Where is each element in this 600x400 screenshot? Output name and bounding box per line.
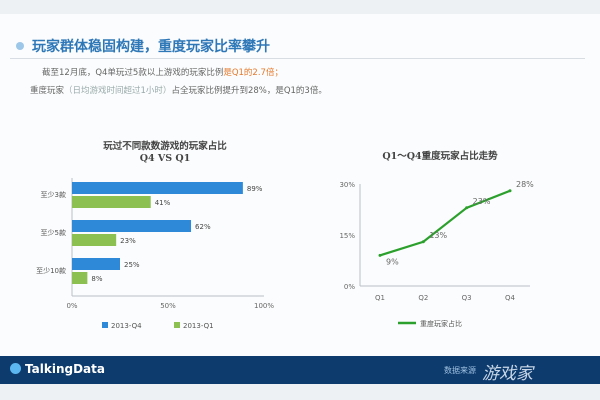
- description-line-2-text: 重度玩家: [30, 86, 65, 96]
- line-data-label: 13%: [429, 231, 447, 240]
- bar-chart-x-tick: 50%: [160, 302, 176, 310]
- description-line-1: 截至12月底，Q4单玩过5款以上游戏的玩家比例是Q1的2.7倍；: [42, 66, 283, 78]
- line-point: [378, 253, 382, 257]
- line-point: [421, 240, 425, 244]
- legend-label-重度玩家占比: 重度玩家占比: [420, 319, 462, 328]
- bar-chart-category-label: 至少10款: [36, 266, 66, 275]
- bar-data-label: 62%: [195, 223, 211, 231]
- bar-chart-x-tick: 0%: [66, 302, 77, 310]
- line-series-重度玩家占比: [379, 189, 511, 257]
- talkingdata-logo-icon: [10, 363, 21, 374]
- line-chart-x-tick: Q2: [418, 294, 428, 302]
- description-line-1-text: 截至12月底，Q4单玩过5款以上游戏的玩家比例: [42, 68, 224, 78]
- bar-data-label: 23%: [120, 237, 136, 245]
- line-data-label: 23%: [473, 197, 491, 206]
- line-chart-y-tick: 0%: [344, 283, 355, 291]
- bar-2013-Q1-至少3款: [72, 196, 151, 208]
- line-chart-y-tick: 30%: [339, 181, 355, 189]
- line-chart-x-tick: Q4: [505, 294, 516, 302]
- footer-watermark: 游戏家: [482, 364, 533, 384]
- bar-2013-Q4-至少5款: [72, 220, 192, 232]
- line-point: [508, 189, 512, 193]
- description-line-2-rest: 占全玩家比例提升到28%，是Q1的3倍。: [171, 86, 327, 96]
- footer-logo: TalkingData: [10, 362, 105, 376]
- bar-2013-Q4-至少10款: [72, 258, 120, 270]
- legend-swatch-2013-Q1: [174, 322, 180, 328]
- line-chart-x-tick: Q3: [462, 294, 472, 302]
- line-chart-x-tick: Q1: [375, 294, 385, 302]
- bar-chart-x-tick: 100%: [254, 302, 274, 310]
- bar-2013-Q4-至少3款: [72, 182, 243, 194]
- footer-bar: TalkingData 数据来源 游戏家: [0, 356, 600, 384]
- bar-data-label: 8%: [91, 275, 102, 283]
- top-bar: [0, 0, 600, 14]
- bar-chart-subtitle: Q4 VS Q1: [139, 153, 191, 164]
- bar-data-label: 89%: [247, 185, 263, 193]
- bar-data-label: 41%: [155, 199, 171, 207]
- bar-2013-Q1-至少5款: [72, 234, 117, 246]
- title-row: 玩家群体稳固构建，重度玩家比率攀升: [16, 34, 576, 60]
- legend-label-2013-Q4: 2013-Q4: [111, 322, 142, 330]
- line-data-label: 28%: [516, 180, 534, 189]
- title-bullet-icon: [16, 42, 24, 50]
- bar-chart-category-label: 至少5款: [41, 228, 66, 237]
- title-divider: [10, 58, 585, 59]
- footer-logo-text: TalkingData: [25, 362, 105, 376]
- line-chart-y-tick: 15%: [339, 232, 355, 240]
- bar-chart: 至少3款 89% 41% 至少5款 62% 23% 至少10款 25% 8% 0% 50% 100% 2…: [36, 178, 274, 330]
- line-point: [465, 206, 469, 210]
- description-line-1-highlight: 是Q1的2.7倍；: [223, 68, 283, 78]
- bar-chart-category-label: 至少3款: [41, 190, 66, 199]
- legend-label-2013-Q1: 2013-Q1: [183, 322, 214, 330]
- bar-chart-title: 玩过不同款数游戏的玩家占比: [103, 141, 227, 152]
- footer-source: 数据来源: [444, 366, 476, 375]
- line-chart: 0% 15% 30% Q1 Q2 Q3 Q4 9% 13% 23% 28% 重度玩家占比: [339, 180, 534, 328]
- bar-data-label: 25%: [124, 261, 140, 269]
- bar-2013-Q1-至少10款: [72, 272, 88, 284]
- line-data-label: 9%: [386, 257, 399, 266]
- slide-title: 玩家群体稳固构建，重度玩家比率攀升: [32, 39, 270, 55]
- description-line-2-note: （日均游戏时间超过1小时）: [64, 86, 172, 96]
- line-chart-title: Q1～Q4重度玩家占比走势: [382, 151, 498, 162]
- bottom-strip: [0, 384, 600, 400]
- description-line-2: 重度玩家（日均游戏时间超过1小时）占全玩家比例提升到28%，是Q1的3倍。: [30, 84, 327, 96]
- legend-swatch-2013-Q4: [102, 322, 108, 328]
